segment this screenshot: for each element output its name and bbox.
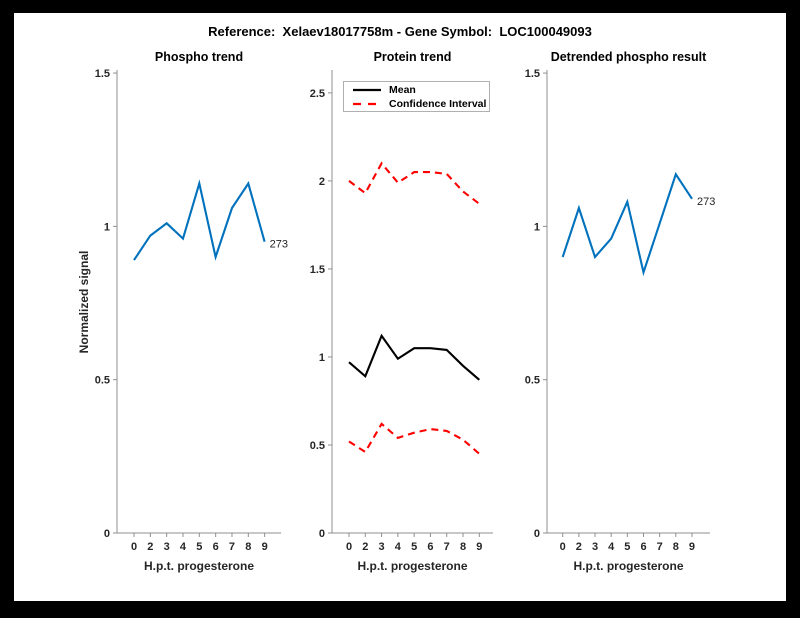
x-tick-label: 3 — [592, 541, 598, 553]
series-line-confidence-interval-lower — [348, 422, 480, 455]
legend-label-confidence-interval: Confidence Interval — [389, 97, 487, 110]
y-tick-label: 0.5 — [310, 440, 325, 452]
subplot-title-detrended-phospho: Detrended phospho result — [550, 50, 707, 64]
y-tick-label: 1.5 — [525, 68, 540, 80]
x-tick-label: 2 — [147, 541, 153, 553]
y-tick-label: 2.5 — [310, 88, 325, 100]
x-tick-label: 2 — [576, 541, 582, 553]
series-line-mean — [348, 333, 480, 381]
legend-entry-mean: Mean — [352, 84, 489, 96]
x-tick-label: 4 — [180, 541, 187, 553]
x-tick-label: 3 — [164, 541, 170, 553]
end-point-annotation: 273 — [697, 196, 715, 208]
y-tick-label: 1.5 — [95, 68, 110, 80]
y-tick-label: 0.5 — [95, 375, 110, 387]
x-tick-label: 6 — [213, 541, 219, 553]
y-tick-label: 0.5 — [525, 375, 540, 387]
x-tick-label: 9 — [476, 541, 482, 553]
x-tick-label: 7 — [229, 541, 235, 553]
y-tick-label: 1 — [104, 221, 110, 233]
x-tick-label: 0 — [346, 541, 352, 553]
x-tick-label: 4 — [608, 541, 615, 553]
legend-label-mean: Mean — [389, 83, 416, 96]
mean-line-sample — [353, 88, 381, 91]
x-tick-label: 4 — [395, 541, 402, 553]
series-line-detrended-phospho-signal — [561, 171, 693, 277]
x-tick-label: 9 — [689, 541, 695, 553]
x-tick-label: 2 — [362, 541, 368, 553]
x-tick-label: 5 — [196, 541, 202, 553]
x-tick-label: 0 — [560, 541, 566, 553]
x-tick-label: 8 — [460, 541, 466, 553]
subplot-title-phospho-trend: Phospho trend — [154, 50, 244, 64]
x-tick-label: 8 — [245, 541, 251, 553]
y-tick-label: 1.5 — [310, 264, 325, 276]
x-tick-label: 8 — [673, 541, 679, 553]
y-tick-label: 1 — [319, 352, 325, 364]
end-point-annotation: 273 — [270, 239, 288, 251]
y-tick-label: 2 — [319, 176, 325, 188]
x-tick-label: 5 — [411, 541, 417, 553]
legend-entry-confidence-interval: Confidence Interval — [352, 98, 489, 110]
confidence-interval-line-sample — [353, 102, 381, 105]
x-tick-label: 7 — [657, 541, 663, 553]
x-tick-label: 7 — [444, 541, 450, 553]
x-tick-label: 0 — [131, 541, 137, 553]
x-tick-label: 6 — [427, 541, 433, 553]
subplot-2: 0 2 3 4 5 6 7 8 900.511.522.5 — [310, 70, 493, 553]
x-axis-label-1: H.p.t. progesterone — [143, 559, 254, 573]
y-tick-label: 1 — [534, 221, 540, 233]
series-line-confidence-interval-upper — [348, 161, 480, 205]
x-tick-label: 6 — [640, 541, 646, 553]
x-tick-label: 3 — [379, 541, 385, 553]
legend: Mean Confidence Interval — [343, 81, 490, 112]
x-axis-label-3: H.p.t. progesterone — [573, 559, 684, 573]
x-axis-label-2: H.p.t. progesterone — [357, 559, 468, 573]
y-axis-label: Normalized signal — [77, 250, 91, 354]
y-tick-label: 0 — [104, 528, 110, 540]
series-line-phospho-signal — [133, 179, 266, 261]
y-tick-label: 0 — [319, 528, 325, 540]
x-tick-label: 9 — [262, 541, 268, 553]
figure-title: Reference: Xelaev18017758m - Gene Symbol… — [208, 24, 592, 39]
y-tick-label: 0 — [534, 528, 540, 540]
subplot-title-protein-trend: Protein trend — [373, 50, 452, 64]
x-tick-label: 5 — [624, 541, 630, 553]
matlab-figure: Reference: Xelaev18017758m - Gene Symbol… — [14, 13, 786, 601]
